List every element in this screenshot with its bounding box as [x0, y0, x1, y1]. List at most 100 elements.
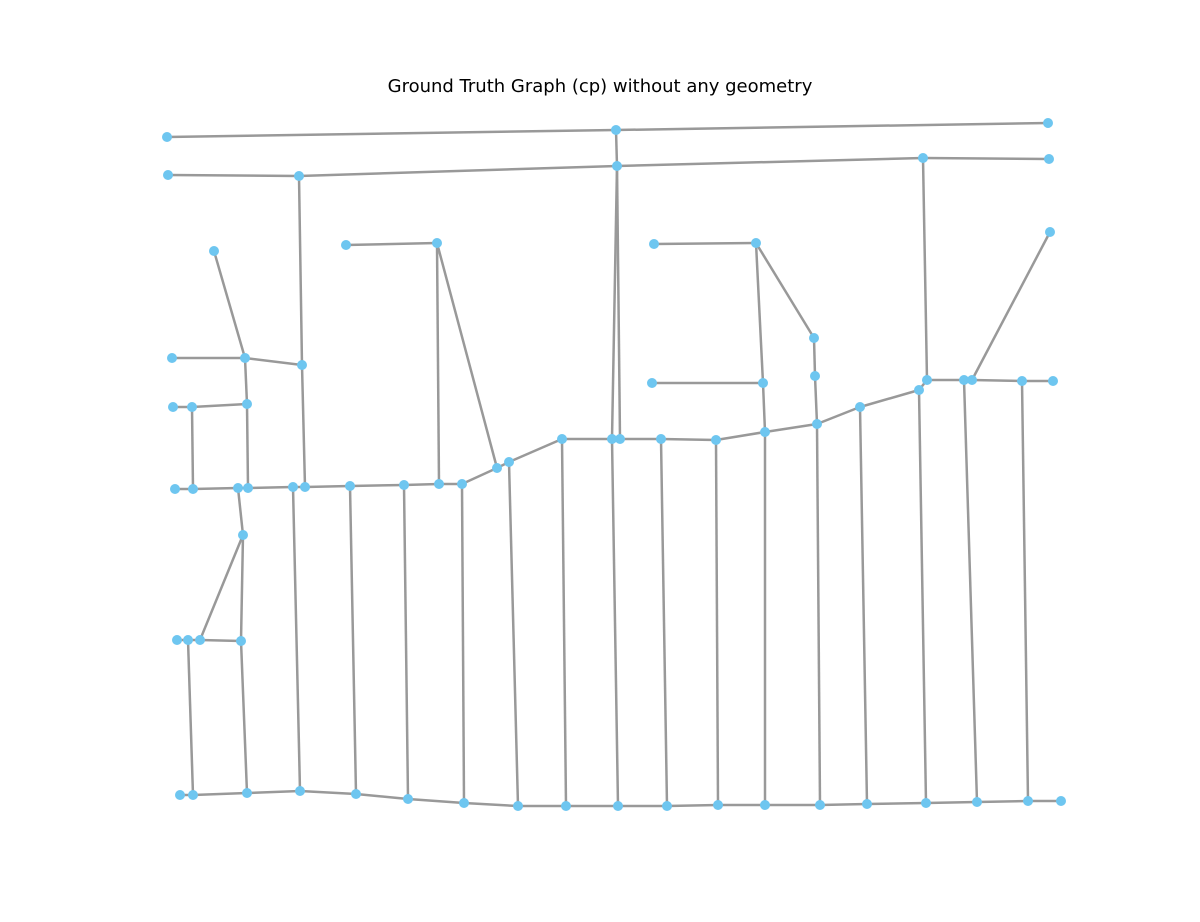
graph-node: [1048, 376, 1058, 386]
graph-node: [918, 153, 928, 163]
graph-node: [403, 794, 413, 804]
graph-node: [862, 799, 872, 809]
graph-edge: [653, 241, 757, 246]
graph-node: [1056, 796, 1066, 806]
graph-edge: [190, 406, 195, 490]
graph-node: [561, 801, 571, 811]
graph-node: [209, 246, 219, 256]
graph-edge: [614, 129, 619, 167]
graph-edge: [198, 534, 245, 641]
graph-edge: [917, 389, 928, 804]
graph-edge: [859, 388, 920, 409]
graph-node: [188, 790, 198, 800]
graph-node: [238, 530, 248, 540]
graph-edge: [764, 422, 818, 434]
graph-edge: [560, 438, 568, 807]
graph-edge: [199, 638, 242, 643]
graph-edge: [962, 379, 979, 803]
graph-node: [243, 483, 253, 493]
graph-edge: [403, 482, 440, 487]
graph-edge: [754, 242, 816, 339]
graph-edge: [192, 791, 248, 797]
graph-nodes: [162, 118, 1066, 811]
graph-edge: [348, 485, 358, 795]
graph-edge: [191, 402, 248, 409]
graph-edge: [192, 486, 239, 491]
graph-node: [1044, 154, 1054, 164]
graph-node: [188, 484, 198, 494]
graph-edge: [244, 356, 303, 367]
graph-edge: [291, 486, 302, 792]
graph-node: [611, 125, 621, 135]
graph-edge: [247, 485, 294, 490]
graph-node: [760, 427, 770, 437]
graph-edge: [970, 231, 1052, 381]
graph-node: [183, 635, 193, 645]
graph-node: [242, 788, 252, 798]
graph-edge: [239, 640, 249, 794]
graph-edge: [714, 439, 720, 806]
graph-node: [922, 375, 932, 385]
graph-edge: [858, 406, 869, 805]
graph-edge: [435, 242, 499, 469]
graph-node: [295, 786, 305, 796]
graph-edge: [245, 403, 250, 489]
graph-edge: [507, 461, 520, 807]
graph-node: [921, 798, 931, 808]
graph-edge: [166, 128, 617, 139]
graph-edge: [610, 438, 620, 807]
graph-edge: [819, 802, 868, 807]
graph-edge: [616, 156, 924, 168]
graph-edge: [615, 121, 1049, 132]
graph-edge: [715, 430, 766, 442]
graph-node: [236, 636, 246, 646]
graph-edge: [297, 175, 304, 366]
graph-node: [233, 483, 243, 493]
graph-edge: [815, 423, 822, 806]
graph-edge: [922, 156, 1050, 161]
graph-edge: [298, 164, 618, 178]
graph-node: [1023, 796, 1033, 806]
graph-node: [288, 482, 298, 492]
graph-edges: [166, 121, 1061, 808]
graph-edge: [813, 375, 819, 425]
graph-edge: [754, 242, 765, 384]
graph-edge: [243, 357, 249, 405]
graph-node: [1043, 118, 1053, 128]
graph-node: [432, 238, 442, 248]
graph-node: [399, 480, 409, 490]
graph-node: [751, 238, 761, 248]
graph-edge: [460, 483, 466, 804]
graph-node: [341, 240, 351, 250]
graph-edge: [976, 799, 1029, 804]
graph-node: [345, 481, 355, 491]
graph-edge: [659, 438, 669, 807]
graph-edge: [304, 484, 351, 489]
graph-node: [172, 635, 182, 645]
graph-node: [1045, 227, 1055, 237]
graph-node: [167, 353, 177, 363]
graph-node: [459, 798, 469, 808]
graph-node: [959, 375, 969, 385]
graph-edge: [812, 337, 817, 377]
graph-node: [812, 419, 822, 429]
graph-edge: [167, 173, 300, 178]
graph-node: [972, 797, 982, 807]
graph-edge: [463, 801, 519, 808]
graph-edge: [816, 405, 861, 426]
graph-node: [613, 801, 623, 811]
graph-edge: [925, 800, 978, 805]
graph-node: [647, 378, 657, 388]
graph-node: [504, 457, 514, 467]
graph-node: [187, 402, 197, 412]
graph-edge: [615, 165, 622, 440]
graph-node: [557, 434, 567, 444]
graph-node: [758, 378, 768, 388]
graph-node: [163, 170, 173, 180]
graph-edge: [660, 437, 717, 442]
graph-node: [242, 399, 252, 409]
graph-edge: [971, 378, 1023, 383]
graph-edge: [355, 792, 409, 801]
graph-node: [434, 479, 444, 489]
graph-edge: [239, 534, 245, 642]
